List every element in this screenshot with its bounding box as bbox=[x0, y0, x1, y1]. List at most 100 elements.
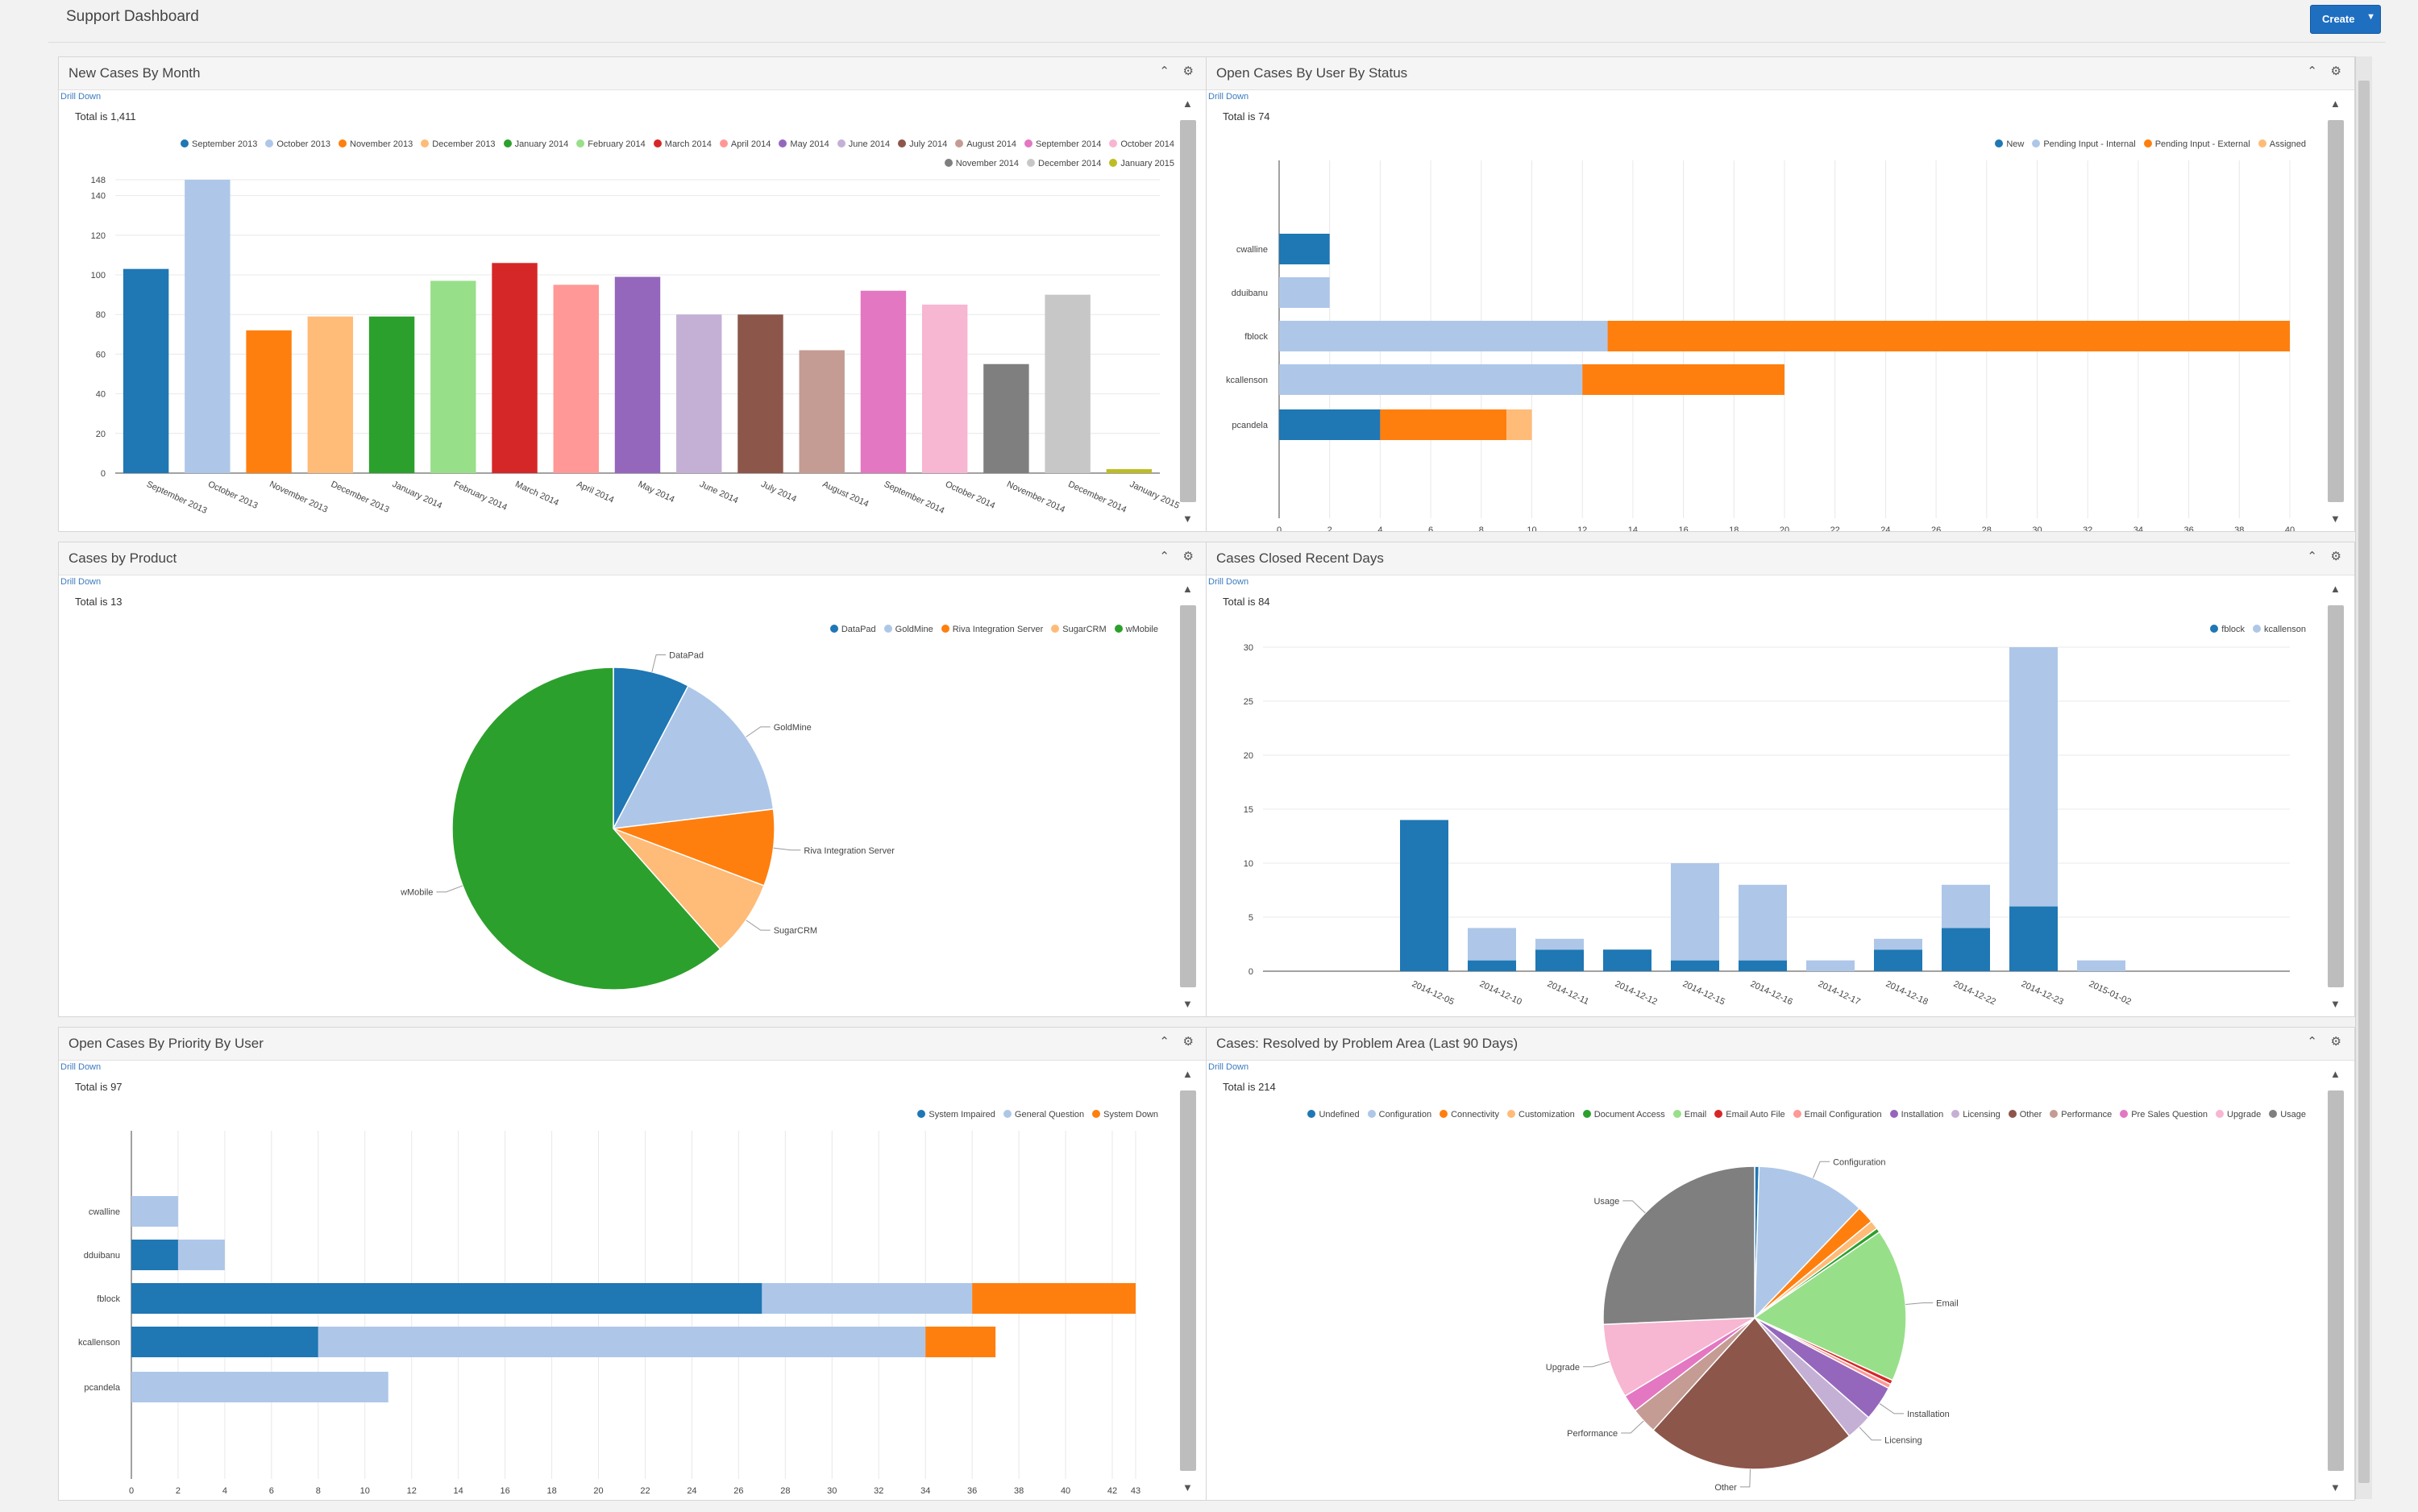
panel-scrollbar-thumb[interactable] bbox=[1180, 605, 1196, 987]
pie-slice[interactable] bbox=[1602, 1165, 1755, 1326]
bar-segment[interactable] bbox=[1279, 364, 1583, 395]
legend-item[interactable]: September 2014 bbox=[1024, 135, 1101, 154]
bar-segment[interactable] bbox=[131, 1196, 178, 1227]
pie-slice[interactable] bbox=[613, 808, 775, 887]
bar-segment[interactable] bbox=[1535, 938, 1584, 950]
bar-segment[interactable] bbox=[1874, 938, 1922, 950]
drill-down-link[interactable]: Drill Down bbox=[60, 577, 102, 587]
bar[interactable] bbox=[553, 285, 599, 473]
legend-item[interactable]: January 2015 bbox=[1109, 154, 1174, 173]
legend-item[interactable]: Licensing bbox=[1951, 1105, 2000, 1124]
bar[interactable] bbox=[430, 280, 476, 473]
legend-item[interactable]: Email bbox=[1672, 1105, 1706, 1124]
panel-scrollbar-thumb[interactable] bbox=[1180, 1090, 1196, 1471]
bar-segment[interactable] bbox=[1739, 960, 1787, 971]
bar-segment[interactable] bbox=[131, 1283, 762, 1314]
legend-item[interactable]: November 2013 bbox=[339, 135, 413, 154]
bar-segment[interactable] bbox=[1279, 234, 1330, 264]
bar-segment[interactable] bbox=[1535, 949, 1584, 971]
bar-segment[interactable] bbox=[762, 1283, 973, 1314]
bar-segment[interactable] bbox=[2077, 960, 2125, 971]
pie-slice[interactable] bbox=[451, 667, 721, 991]
legend-item[interactable]: Pending Input - Internal bbox=[2032, 135, 2136, 154]
bar-segment[interactable] bbox=[1942, 884, 1990, 928]
bar-segment[interactable] bbox=[972, 1283, 1136, 1314]
bar-segment[interactable] bbox=[2009, 906, 2058, 971]
pie-slice[interactable] bbox=[613, 828, 765, 950]
legend-item[interactable]: May 2014 bbox=[779, 135, 829, 154]
legend-item[interactable]: December 2013 bbox=[421, 135, 496, 154]
triangle-down-icon[interactable]: ▼ bbox=[1182, 513, 1193, 525]
bar[interactable] bbox=[246, 330, 292, 473]
bar-segment[interactable] bbox=[1806, 960, 1855, 971]
panel-scrollbar[interactable]: ▲ ▼ bbox=[1176, 583, 1200, 1010]
create-button[interactable]: Create ▼ bbox=[2310, 5, 2381, 34]
bar[interactable] bbox=[1045, 294, 1091, 473]
pie-slice[interactable] bbox=[613, 667, 689, 829]
legend-item[interactable]: April 2014 bbox=[719, 135, 771, 154]
legend-item[interactable]: System Down bbox=[1092, 1105, 1158, 1124]
legend-item[interactable]: Configuration bbox=[1367, 1105, 1431, 1124]
triangle-up-icon[interactable]: ▲ bbox=[1182, 583, 1193, 595]
bar-segment[interactable] bbox=[1874, 949, 1922, 971]
legend-item[interactable]: Installation bbox=[1889, 1105, 1943, 1124]
legend-item[interactable]: Riva Integration Server bbox=[941, 620, 1043, 639]
pie-slice[interactable] bbox=[1602, 1317, 1755, 1398]
drill-down-link[interactable]: Drill Down bbox=[1208, 577, 1249, 587]
bar[interactable] bbox=[737, 314, 783, 473]
legend-item[interactable]: Other bbox=[2008, 1105, 2042, 1124]
gear-icon[interactable]: ⚙ bbox=[2330, 550, 2341, 563]
legend-item[interactable]: October 2013 bbox=[265, 135, 330, 154]
triangle-down-icon[interactable]: ▼ bbox=[1182, 1481, 1193, 1493]
bar[interactable] bbox=[1106, 469, 1153, 473]
legend-item[interactable]: January 2014 bbox=[503, 135, 568, 154]
page-scrollbar-thumb[interactable] bbox=[2358, 81, 2370, 1483]
legend-item[interactable]: Document Access bbox=[1582, 1105, 1665, 1124]
bar[interactable] bbox=[860, 290, 907, 473]
bar-segment[interactable] bbox=[1942, 928, 1990, 971]
drill-down-link[interactable]: Drill Down bbox=[60, 1062, 102, 1072]
bar-segment[interactable] bbox=[1279, 277, 1330, 308]
legend-item[interactable]: SugarCRM bbox=[1051, 620, 1107, 639]
panel-scrollbar[interactable]: ▲ ▼ bbox=[2324, 98, 2348, 525]
triangle-up-icon[interactable]: ▲ bbox=[1182, 98, 1193, 110]
legend-item[interactable]: System Impaired bbox=[917, 1105, 995, 1124]
gear-icon[interactable]: ⚙ bbox=[1182, 1035, 1194, 1049]
bar-segment[interactable] bbox=[1468, 928, 1516, 961]
legend-item[interactable]: November 2014 bbox=[944, 154, 1019, 173]
legend-item[interactable]: July 2014 bbox=[898, 135, 947, 154]
bar-segment[interactable] bbox=[1400, 820, 1448, 971]
bar-segment[interactable] bbox=[1468, 960, 1516, 971]
legend-item[interactable]: Pre Sales Question bbox=[2120, 1105, 2208, 1124]
bar-segment[interactable] bbox=[1380, 409, 1507, 440]
gear-icon[interactable]: ⚙ bbox=[1182, 550, 1194, 563]
bar-segment[interactable] bbox=[131, 1372, 388, 1402]
legend-item[interactable]: June 2014 bbox=[837, 135, 890, 154]
pie-slice[interactable] bbox=[612, 684, 775, 829]
chevron-up-icon[interactable]: ⌃ bbox=[2307, 64, 2317, 78]
bar[interactable] bbox=[123, 268, 169, 473]
bar[interactable] bbox=[368, 316, 415, 473]
legend-item[interactable]: Email Auto File bbox=[1714, 1105, 1785, 1124]
legend-item[interactable]: December 2014 bbox=[1027, 154, 1101, 173]
pie-slice[interactable] bbox=[1652, 1316, 1851, 1470]
panel-scrollbar[interactable]: ▲ ▼ bbox=[1176, 98, 1200, 525]
bar[interactable] bbox=[921, 304, 968, 473]
legend-item[interactable]: Upgrade bbox=[2216, 1105, 2261, 1124]
legend-item[interactable]: fblock bbox=[2210, 620, 2245, 639]
chevron-up-icon[interactable]: ⌃ bbox=[1159, 550, 1170, 563]
legend-item[interactable]: GoldMine bbox=[883, 620, 933, 639]
gear-icon[interactable]: ⚙ bbox=[2330, 64, 2341, 78]
legend-item[interactable]: Customization bbox=[1507, 1105, 1575, 1124]
bar[interactable] bbox=[614, 276, 661, 473]
legend-item[interactable]: March 2014 bbox=[653, 135, 712, 154]
pie-slice[interactable] bbox=[1753, 1231, 1907, 1381]
legend-item[interactable]: Usage bbox=[2269, 1105, 2306, 1124]
bar-segment[interactable] bbox=[1671, 863, 1719, 961]
legend-item[interactable]: October 2014 bbox=[1109, 135, 1174, 154]
bar-segment[interactable] bbox=[925, 1327, 996, 1357]
bar-segment[interactable] bbox=[2009, 647, 2058, 907]
legend-item[interactable]: Email Configuration bbox=[1793, 1105, 1882, 1124]
bar-segment[interactable] bbox=[177, 1240, 225, 1270]
triangle-up-icon[interactable]: ▲ bbox=[2330, 1068, 2341, 1080]
